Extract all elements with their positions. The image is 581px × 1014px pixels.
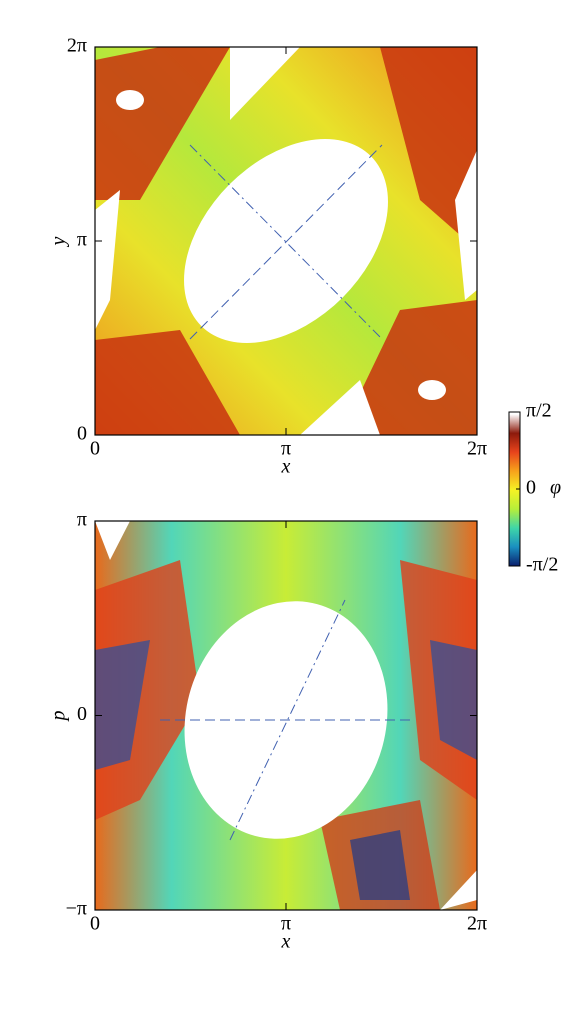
x-tick-label: 2π bbox=[467, 913, 487, 935]
colorbar-tick-label: -π/2 bbox=[526, 554, 558, 576]
heatmap-image bbox=[95, 521, 477, 910]
x-tick-label: 0 bbox=[90, 438, 100, 460]
heatmap-image bbox=[95, 47, 477, 435]
y-tick-label: 2π bbox=[67, 35, 87, 57]
x-tick-label: π bbox=[281, 438, 291, 460]
y-tick-label: π bbox=[77, 509, 87, 531]
x-tick-label: 2π bbox=[467, 438, 487, 460]
y-axis-label: y bbox=[48, 236, 70, 247]
y-tick-label: 0 bbox=[77, 423, 87, 445]
y-tick-label: π bbox=[77, 229, 87, 251]
colorbar-tick-label: π/2 bbox=[526, 400, 552, 422]
y-axis-label: p bbox=[48, 711, 70, 723]
colorbar-label: φ bbox=[550, 477, 561, 499]
x-axis-label: x bbox=[281, 456, 291, 478]
y-tick-label: −π bbox=[66, 898, 87, 920]
y-tick-label: 0 bbox=[77, 703, 87, 725]
colorbar-tick-label: 0 bbox=[526, 477, 536, 499]
x-tick-label: 0 bbox=[90, 913, 100, 935]
x-axis-label: x bbox=[281, 931, 291, 953]
x-tick-label: π bbox=[281, 913, 291, 935]
